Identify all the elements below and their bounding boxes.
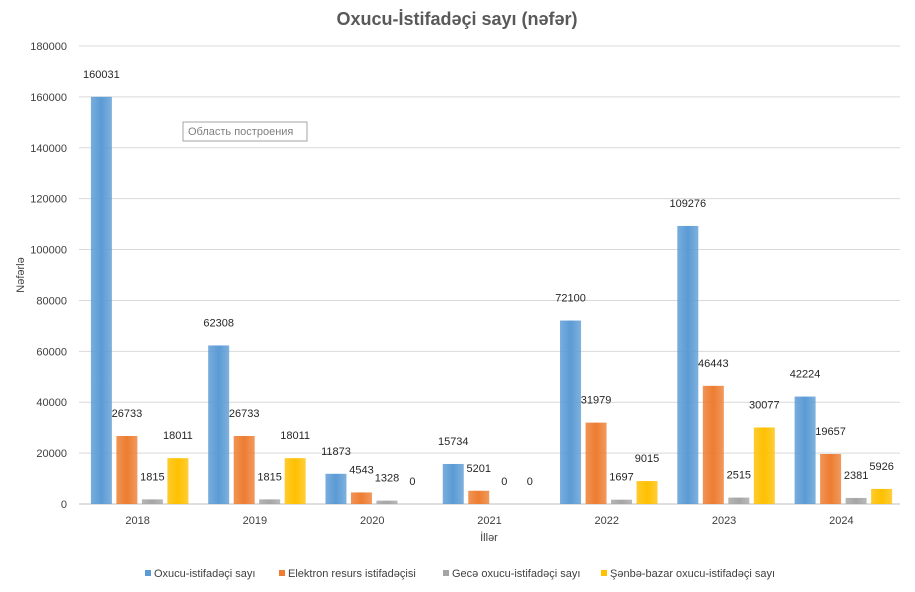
bar-2019-series-2 <box>259 499 281 504</box>
y-tick-label: 0 <box>61 499 67 511</box>
bar-2018-series-3 <box>167 458 189 504</box>
legend-swatch <box>601 570 607 576</box>
data-label: 160031 <box>83 69 120 81</box>
y-tick-label: 60000 <box>36 346 67 358</box>
data-label: 26733 <box>112 408 143 420</box>
y-tick-label: 120000 <box>30 194 67 206</box>
y-tick-label: 180000 <box>30 41 67 53</box>
data-label: 0 <box>501 476 507 488</box>
x-tick-label: 2019 <box>243 515 267 527</box>
data-label: 11873 <box>321 446 351 458</box>
x-tick-label: 2022 <box>595 515 619 527</box>
bar-2020-series-0 <box>325 473 347 504</box>
data-label: 18011 <box>280 430 310 442</box>
data-label: 31979 <box>581 395 612 407</box>
data-label: 26733 <box>229 408 260 420</box>
data-labels: 160031 26733 1815 18011 62308 26733 1815 18011 1… <box>83 69 894 488</box>
y-axis-ticks: 0 20000 40000 60000 80000 100000 120000 140000 1… <box>30 41 67 511</box>
bar-2018-series-2 <box>141 499 163 504</box>
bar-2019-series-3 <box>284 458 306 504</box>
legend-swatch <box>145 570 151 576</box>
data-label: 1815 <box>257 471 281 483</box>
bar-2020-series-2 <box>376 500 398 504</box>
bar-2019-series-0 <box>208 345 230 504</box>
legend-label: Oxucu-istifadəçi sayı <box>154 568 255 580</box>
legend-item: Gecə oxucu-istifadəçi sayı <box>443 568 580 580</box>
legend-swatch <box>443 570 449 576</box>
bar-2022-series-1 <box>585 422 607 504</box>
y-tick-label: 160000 <box>30 92 67 104</box>
y-tick-label: 40000 <box>36 397 67 409</box>
bar-2018-series-0 <box>90 96 112 505</box>
legend-item: Şənbə-bazar oxucu-istifadəçi sayı <box>601 568 775 580</box>
x-axis-title: İllər <box>480 531 498 544</box>
legend-swatch <box>279 570 285 576</box>
gridlines <box>79 45 900 505</box>
legend-label: Şənbə-bazar oxucu-istifadəçi sayı <box>610 568 775 580</box>
data-label: 2515 <box>727 470 751 482</box>
bar-2023-series-2 <box>728 497 750 504</box>
bars <box>90 96 893 505</box>
bar-2022-series-0 <box>560 320 582 504</box>
legend-item: Elektron resurs istifadəçisi <box>279 568 416 580</box>
tooltip-text: Область построения <box>188 126 293 138</box>
y-axis-title: Nəfərlə <box>15 257 27 292</box>
bar-2024-series-0 <box>794 396 816 504</box>
data-label: 30077 <box>749 399 780 411</box>
data-label: 1328 <box>375 473 399 485</box>
x-tick-label: 2021 <box>477 515 501 527</box>
data-label: 46443 <box>698 358 729 370</box>
data-label: 9015 <box>635 453 659 465</box>
data-label: 5201 <box>467 463 491 475</box>
bar-2024-series-3 <box>871 488 893 504</box>
bar-2024-series-1 <box>820 453 842 504</box>
y-tick-label: 100000 <box>30 245 67 257</box>
data-label: 18011 <box>163 430 193 442</box>
data-label: 4543 <box>349 464 373 476</box>
data-label: 109276 <box>669 198 706 210</box>
data-label: 1815 <box>140 471 164 483</box>
data-label: 0 <box>527 476 533 488</box>
x-tick-label: 2023 <box>712 515 736 527</box>
data-label: 1697 <box>609 472 633 484</box>
legend-label: Gecə oxucu-istifadəçi sayı <box>452 568 580 580</box>
data-label: 62308 <box>203 317 234 329</box>
bar-2023-series-1 <box>702 385 724 504</box>
data-label: 2381 <box>844 470 868 482</box>
x-axis-ticks: 2018 2019 2020 2021 2022 2023 2024 <box>125 515 853 527</box>
data-label: 5926 <box>869 461 893 473</box>
data-label: 19657 <box>815 426 846 438</box>
chart-title: Oxucu-İstifadəçi sayı (nəfər) <box>336 9 577 29</box>
bar-2021-series-1 <box>468 490 490 504</box>
data-label: 15734 <box>438 436 469 448</box>
data-label: 0 <box>409 476 415 488</box>
y-tick-label: 20000 <box>36 448 67 460</box>
y-tick-label: 80000 <box>36 295 67 307</box>
bar-2022-series-2 <box>611 499 633 504</box>
plot-area-tooltip: Область построения <box>182 121 308 142</box>
bar-2024-series-2 <box>845 497 867 504</box>
y-tick-label: 140000 <box>30 143 67 155</box>
x-tick-label: 2020 <box>360 515 384 527</box>
bar-2023-series-3 <box>753 427 775 504</box>
bar-2020-series-1 <box>350 492 372 504</box>
bar-2019-series-1 <box>233 435 255 504</box>
legend-item: Oxucu-istifadəçi sayı <box>145 568 255 580</box>
bar-2018-series-1 <box>116 435 138 504</box>
data-label: 42224 <box>790 369 821 381</box>
x-tick-label: 2024 <box>829 515 853 527</box>
x-tick-label: 2018 <box>125 515 149 527</box>
data-label: 72100 <box>555 293 586 305</box>
legend-label: Elektron resurs istifadəçisi <box>288 568 416 580</box>
legend: Oxucu-istifadəçi sayı Elektron resurs ist… <box>145 568 775 580</box>
bar-2023-series-0 <box>677 225 699 504</box>
bar-2022-series-3 <box>636 481 658 504</box>
bar-2021-series-0 <box>442 463 464 504</box>
